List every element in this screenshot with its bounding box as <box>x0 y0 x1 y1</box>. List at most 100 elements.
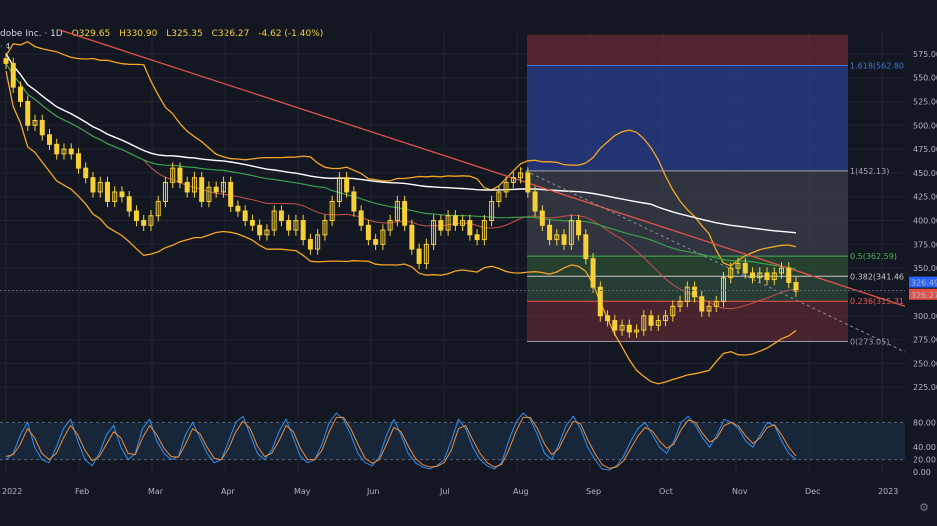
candle-body <box>68 148 74 155</box>
price-tick: 350.00 <box>913 264 937 273</box>
open-value: O329.65 <box>71 29 111 39</box>
candle-body <box>10 62 16 88</box>
candle-body <box>677 301 683 307</box>
close-price-tag <box>909 288 937 300</box>
close-value: C326.27 <box>211 29 250 39</box>
candle-body <box>692 286 698 298</box>
candle-body <box>61 148 67 155</box>
settings-icon[interactable]: ⚙ <box>919 501 929 514</box>
candle-body <box>220 181 226 193</box>
candle-body <box>373 239 379 245</box>
candle-body <box>634 329 640 333</box>
candle-body <box>641 315 647 331</box>
candle-body <box>518 172 524 179</box>
candle-body <box>438 220 444 231</box>
candle-body <box>90 177 96 193</box>
candle-body <box>155 200 161 217</box>
candle-body <box>54 143 60 155</box>
candle-body <box>394 200 400 222</box>
fib-zone <box>527 65 848 171</box>
candle-body <box>779 267 785 274</box>
candle-body <box>119 191 125 198</box>
sma-long <box>5 53 797 234</box>
candle-body <box>112 191 118 202</box>
candle-body <box>213 186 219 193</box>
price-tick: 525.00 <box>913 97 937 106</box>
candle-body <box>786 267 792 283</box>
stoch-band <box>0 422 905 460</box>
chart-header: dobe Inc. · 1D O329.65 H330.90 L325.35 C… <box>0 29 329 39</box>
candle-body <box>467 220 473 236</box>
last-price-tag <box>909 276 937 288</box>
candle-body <box>148 215 154 226</box>
price-tick: 575.00 <box>913 50 937 59</box>
candle-body <box>242 210 248 222</box>
candle-body <box>104 181 110 202</box>
candle-body <box>539 210 545 226</box>
candle-body <box>286 220 292 231</box>
candle-body <box>503 181 509 193</box>
dashed-trendline <box>519 167 906 353</box>
price-tick: 225.00 <box>913 383 937 392</box>
symbol-label[interactable]: dobe Inc. · 1D <box>0 29 63 39</box>
candle-body <box>199 177 205 202</box>
candle-body <box>431 220 437 245</box>
trendline <box>59 29 906 353</box>
fib-level-label: 1.618(562.80) <box>850 61 907 70</box>
price-tick: 275.00 <box>913 336 937 345</box>
fibonacci-retracement: 1.618(562.80) 1(452.13) 0.5(362.59) 0.382(3… <box>527 34 907 346</box>
candle-body <box>713 301 719 307</box>
time-tick: Sep <box>586 487 601 496</box>
candle-body <box>271 210 277 231</box>
candle-body <box>496 191 502 202</box>
candle-body <box>510 177 516 183</box>
candle-body <box>728 267 734 279</box>
fib-level-label: 1(452.13) <box>850 167 889 176</box>
stoch-tick: 40.00 <box>913 443 936 452</box>
candle-body <box>423 243 429 264</box>
time-tick: 2022 <box>2 487 22 496</box>
time-tick: Dec <box>805 487 820 496</box>
candle-body <box>416 248 422 264</box>
candle-body <box>655 320 661 326</box>
time-tick: 2023 <box>878 487 898 496</box>
candle-body <box>387 220 393 231</box>
candle-body <box>336 177 342 202</box>
candle-body <box>474 234 480 241</box>
candle-body <box>228 181 234 207</box>
stochastic-panel <box>0 412 905 471</box>
candle-body <box>568 220 574 245</box>
candle-body <box>619 324 625 331</box>
candle-body <box>670 305 676 317</box>
fib-zone <box>527 170 848 257</box>
candle-body <box>365 224 371 241</box>
candle-body <box>307 239 313 250</box>
candle-body <box>358 210 364 226</box>
price-tick: 425.00 <box>913 193 937 202</box>
candle-body <box>191 177 197 193</box>
candle-body <box>481 220 487 241</box>
candle-body <box>75 153 81 169</box>
candle-body <box>177 167 183 183</box>
time-axis: 2022 Feb Mar Apr May Jun Jul Aug Sep Oct Nov Dec 202… <box>2 487 898 496</box>
time-tick: Apr <box>221 487 236 496</box>
change-value: -4.62 (-1.40%) <box>258 29 324 39</box>
last-price-text: 326.49 <box>911 279 937 288</box>
fib-zone <box>527 301 848 342</box>
stoch-k-line <box>5 412 797 471</box>
fib-zone <box>527 34 848 66</box>
candle-body <box>351 191 357 212</box>
candle-body <box>525 172 531 193</box>
candle-body <box>300 220 306 241</box>
low-value: L325.35 <box>166 29 203 39</box>
high-value: H330.90 <box>119 29 158 39</box>
candle-body <box>402 200 408 226</box>
candle-body <box>46 134 52 145</box>
close-price-text: 326.27 <box>911 291 937 300</box>
candle-body <box>409 224 415 250</box>
candle-body <box>380 229 386 245</box>
candle-body <box>554 234 560 241</box>
candle-body <box>257 224 263 236</box>
bollinger-upper <box>5 40 797 267</box>
